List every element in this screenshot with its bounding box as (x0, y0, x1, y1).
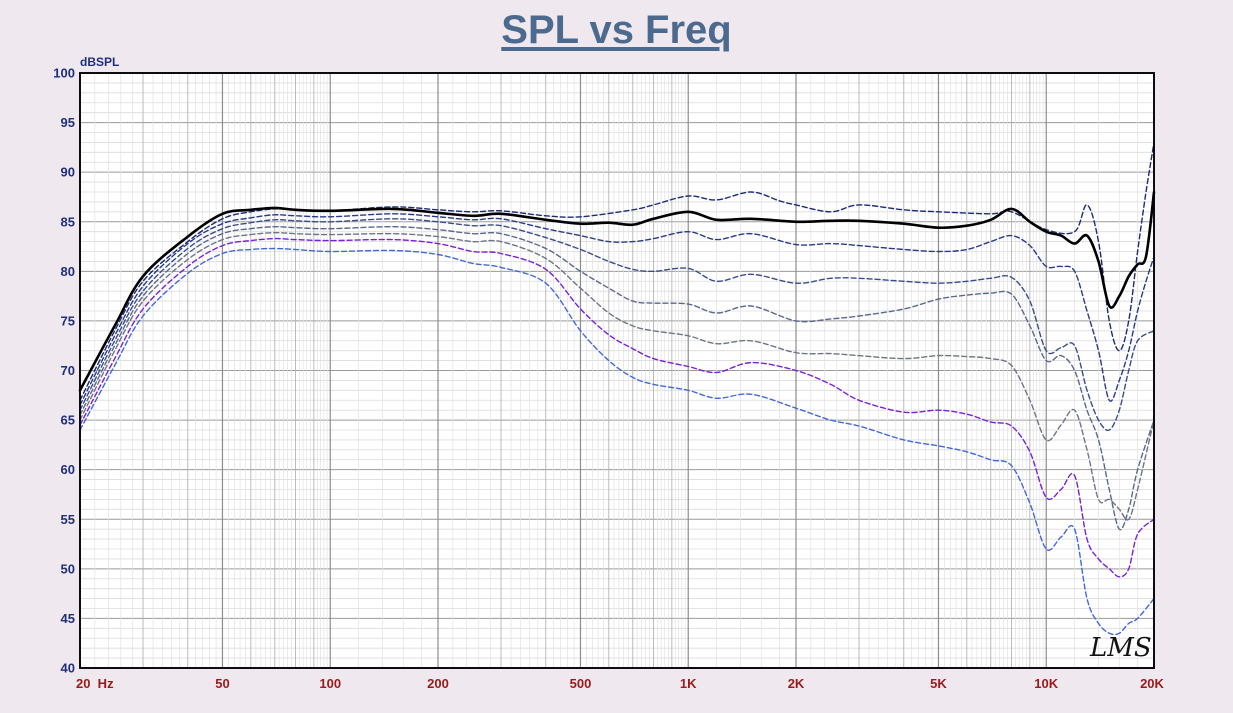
series-line-4 (79, 218, 1155, 432)
y-tick-label: 95 (61, 115, 75, 130)
x-tick-label: 2K (788, 676, 805, 691)
x-tick-label: 5K (930, 676, 947, 691)
y-tick-label: 50 (61, 561, 75, 576)
y-tick-label: 45 (61, 611, 75, 626)
y-tick-label: 85 (61, 214, 75, 229)
y-tick-label: 60 (61, 462, 75, 477)
y-tick-label: 80 (61, 264, 75, 279)
chart-title: SPL vs Freq (501, 8, 732, 52)
x-tick-label: 10K (1034, 676, 1058, 691)
series-lines (78, 141, 1156, 636)
y-tick-label: 65 (61, 413, 75, 428)
y-tick-label: 70 (61, 363, 75, 378)
plot-frame (79, 72, 1155, 669)
y-axis-ticks: 100 95 90 85 80 75 70 65 60 55 50 45 40 (53, 66, 75, 676)
series-line-5 (79, 225, 1155, 531)
grid-lines (79, 72, 1155, 669)
y-tick-label: 100 (53, 66, 75, 81)
x-tick-label: 200 (427, 676, 449, 691)
series-line-8 (79, 247, 1155, 636)
series-line-3 (79, 213, 1155, 406)
x-tick-label: 20 Hz (76, 676, 114, 691)
y-tick-label: 75 (61, 313, 75, 328)
y-tick-label: 40 (61, 661, 75, 676)
x-tick-label: 1K (680, 676, 697, 691)
x-tick-label: 20K (1140, 676, 1164, 691)
x-tick-label: 100 (319, 676, 341, 691)
series-line-7 (79, 237, 1155, 578)
x-tick-label: 50 (215, 676, 229, 691)
x-tick-label: 500 (570, 676, 592, 691)
series-line-2 (78, 190, 1156, 392)
y-axis-label: dBSPL (80, 55, 119, 69)
x-axis-ticks: 20 Hz 50 100 200 500 1K 2K 5K 10K 20K (76, 676, 1165, 691)
lms-logo: LMS (1089, 633, 1152, 663)
series-line-6 (79, 231, 1155, 521)
y-tick-label: 55 (61, 512, 75, 527)
y-tick-label: 90 (61, 165, 75, 180)
